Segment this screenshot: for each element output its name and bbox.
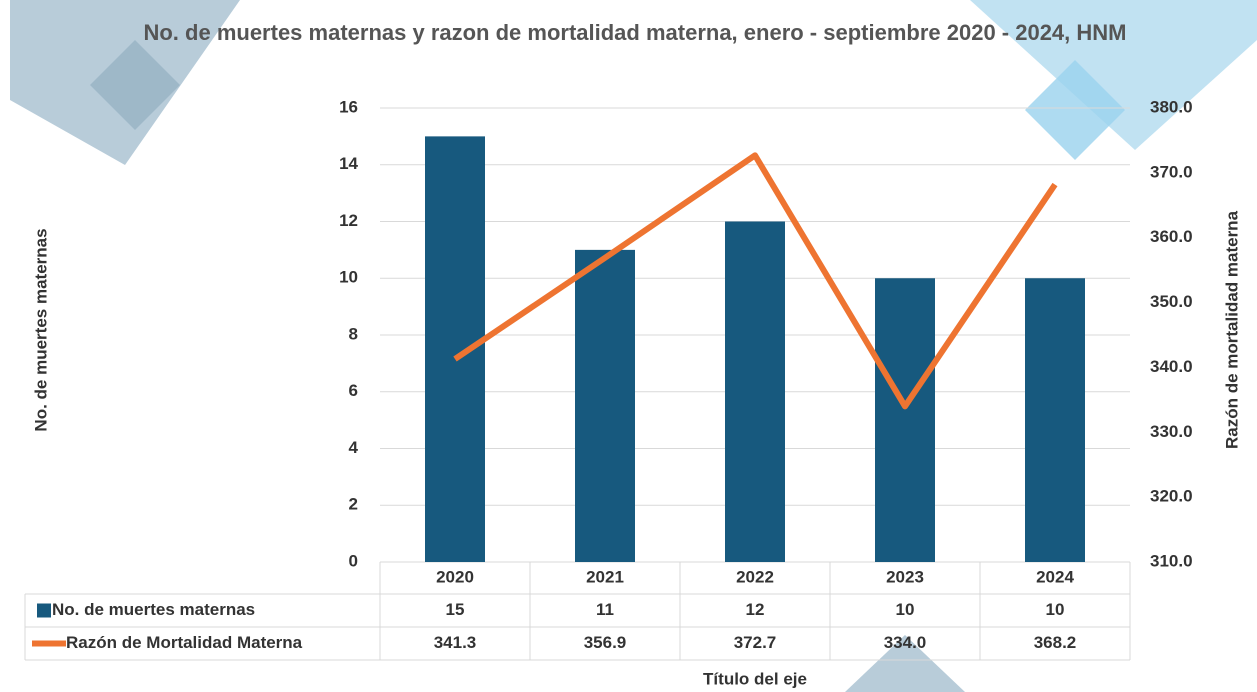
x-axis-title: Título del eje — [703, 669, 807, 688]
bar — [875, 278, 935, 562]
y-tick-label: 4 — [349, 438, 359, 457]
y2-tick-label: 370.0 — [1150, 162, 1193, 181]
y-tick-label: 14 — [339, 154, 358, 173]
legend-key — [37, 603, 51, 618]
legend-label: No. de muertes maternas — [52, 600, 255, 619]
y-tick-label: 2 — [349, 495, 358, 514]
y2-tick-label: 360.0 — [1150, 227, 1193, 246]
chart-title: No. de muertes maternas y razon de morta… — [143, 20, 1127, 45]
x-tick-label: 2023 — [886, 567, 924, 586]
table-value: 368.2 — [1034, 633, 1077, 652]
table-value: 10 — [1046, 600, 1065, 619]
bar — [425, 136, 485, 562]
table-value: 11 — [596, 600, 614, 619]
bar — [575, 249, 635, 562]
y2-tick-label: 320.0 — [1150, 487, 1193, 506]
y-tick-label: 0 — [349, 551, 358, 570]
x-tick-label: 2021 — [586, 567, 624, 586]
y-tick-label: 10 — [339, 268, 358, 287]
line — [453, 152, 1058, 410]
y2-tick-label: 350.0 — [1150, 292, 1193, 311]
y-tick-label: 16 — [339, 97, 358, 116]
y2-tick-label: 380.0 — [1150, 97, 1193, 116]
y2-tick-label: 310.0 — [1150, 551, 1193, 570]
legend-label: Razón de Mortalidad Materna — [66, 633, 303, 652]
x-tick-label: 2020 — [436, 567, 474, 586]
y-tick-label: 12 — [339, 211, 358, 230]
x-tick-label: 2022 — [736, 567, 774, 586]
y2-tick-label: 330.0 — [1150, 422, 1193, 441]
y-tick-label: 8 — [349, 324, 358, 343]
decoration — [10, 0, 1257, 692]
y2-tick-label: 340.0 — [1150, 357, 1193, 376]
bar — [1025, 278, 1085, 562]
y2-axis-title: Razón de mortalidad materna — [1222, 210, 1241, 449]
x-tick-label: 2024 — [1036, 567, 1074, 586]
table-value: 356.9 — [584, 633, 627, 652]
table-value: 15 — [446, 600, 465, 619]
table-value: 10 — [896, 600, 915, 619]
table-value: 341.3 — [434, 633, 477, 652]
table-value: 334.0 — [884, 633, 927, 652]
bar — [725, 221, 785, 562]
y-axis-title: No. de muertes maternas — [31, 228, 50, 431]
y-tick-label: 6 — [349, 381, 358, 400]
table-value: 372.7 — [734, 633, 777, 652]
table-value: 12 — [746, 600, 765, 619]
